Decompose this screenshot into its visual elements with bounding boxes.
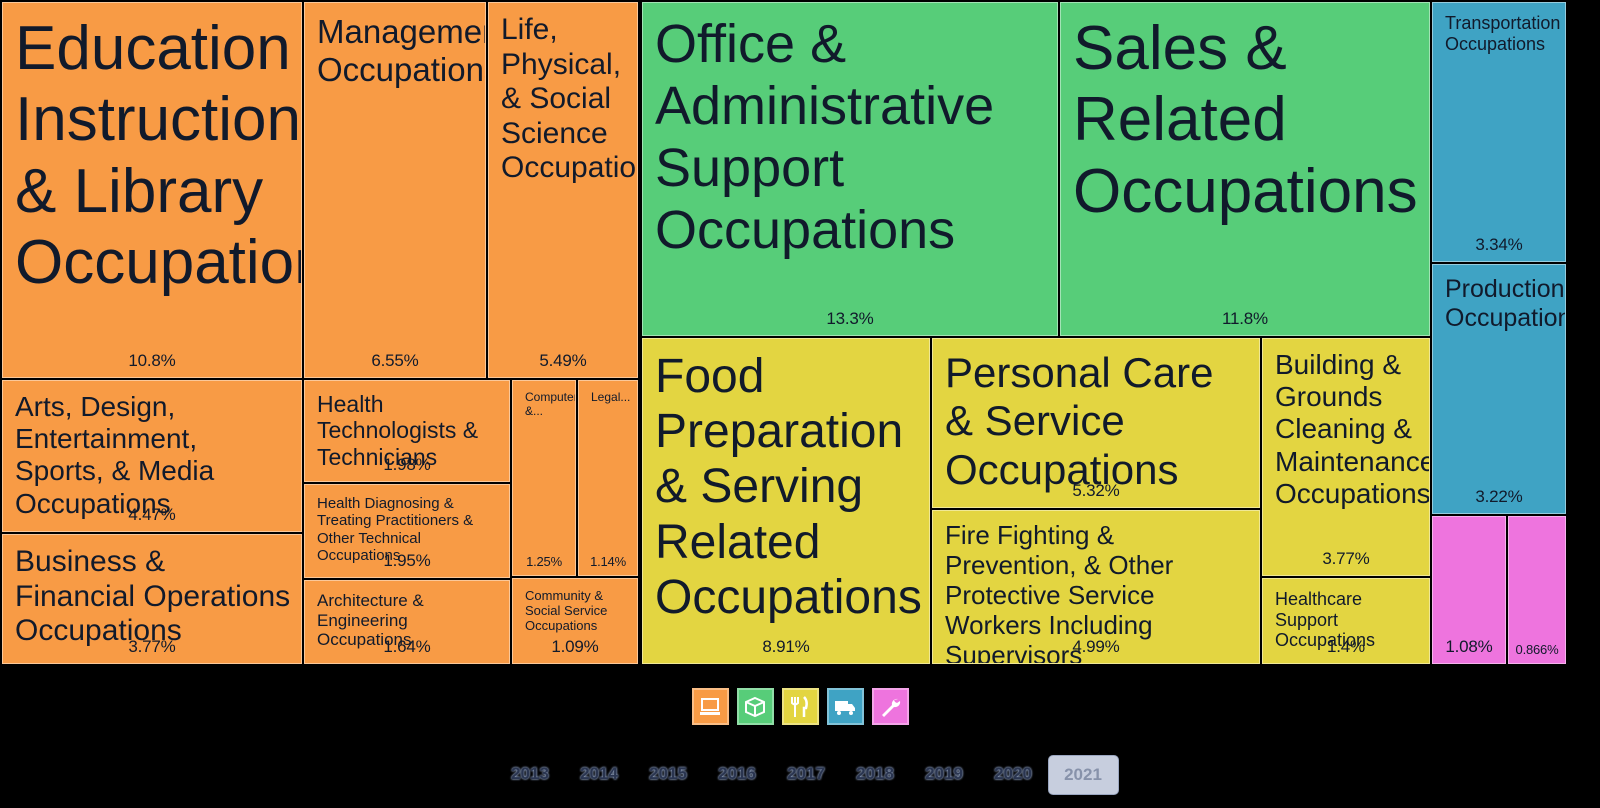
tile-label: Building & Grounds Cleaning & Maintenanc… <box>1275 349 1430 509</box>
tile-label: Production Occupations <box>1445 275 1565 332</box>
treemap: Education Instruction, & Library Occupat… <box>2 2 1566 664</box>
tile-label: Business & Financial Operations Occupati… <box>15 545 291 647</box>
tile-label: Personal Care & Service Occupations <box>945 349 1214 493</box>
tile-percentage: 1.64% <box>383 637 431 656</box>
tile-percentage: 11.8% <box>1222 309 1268 328</box>
treemap-tile[interactable]: Production Occupations 3.22% <box>1432 264 1566 514</box>
treemap-tile[interactable]: Building & Grounds Cleaning & Maintenanc… <box>1262 338 1430 576</box>
tile-percentage: 3.34% <box>1475 235 1523 254</box>
tile-percentage: 1.09% <box>551 637 599 656</box>
tile-label: Health Diagnosing & Treating Practitione… <box>317 495 474 564</box>
truck-icon <box>835 700 855 715</box>
box-icon <box>745 696 765 717</box>
tile-percentage: 6.55% <box>371 351 419 370</box>
legend-computer-swatch[interactable] <box>691 688 729 725</box>
tile-percentage: 3.77% <box>128 637 176 656</box>
tile-label: Computer &... <box>525 390 576 418</box>
treemap-tile[interactable]: Food Preparation & Serving Related Occup… <box>642 338 930 664</box>
treemap-tile[interactable]: Architecture & Engineering Occupations 1.… <box>304 580 510 664</box>
tile-label: Office & Administrative Support Occupati… <box>655 14 995 261</box>
year-button[interactable]: 2015 <box>649 764 687 783</box>
wrench-icon <box>882 698 901 717</box>
treemap-tile[interactable]: Community & Social Service Occupations 1.… <box>512 578 638 664</box>
tile-label: Arts, Design, Entertainment, Sports, & M… <box>15 391 215 519</box>
treemap-tile[interactable]: Fire Fighting & Prevention, & Other Prot… <box>932 510 1260 664</box>
tile-percentage: 1.95% <box>383 551 431 570</box>
treemap-tile[interactable]: Health Diagnosing & Treating Practitione… <box>304 484 510 578</box>
category-legend <box>0 688 1600 728</box>
legend-utensils-swatch[interactable] <box>781 688 819 725</box>
treemap-tile[interactable]: Office & Administrative Support Occupati… <box>642 2 1058 336</box>
tile-percentage: 1.08% <box>1445 637 1493 656</box>
tile-label: Education Instruction, & Library Occupat… <box>15 14 302 297</box>
year-button[interactable]: 2019 <box>925 764 963 783</box>
tile-percentage: 1.25% <box>526 554 562 569</box>
year-button[interactable]: 2018 <box>856 764 894 783</box>
tile-percentage: 1.4% <box>1327 637 1365 656</box>
tile-percentage: 0.866% <box>1515 642 1559 657</box>
tile-percentage: 3.22% <box>1475 487 1523 506</box>
year-button[interactable]: 2016 <box>718 764 756 783</box>
computer-icon <box>700 697 720 715</box>
tile-label: Transportation Occupations <box>1445 13 1561 54</box>
year-button[interactable]: 2014 <box>580 764 618 783</box>
treemap-tile[interactable]: Education Instruction, & Library Occupat… <box>2 2 302 378</box>
year-button[interactable]: 2017 <box>787 764 825 783</box>
tile-percentage: 3.77% <box>1322 549 1370 568</box>
tile-label: Health Technologists & Technicians <box>317 391 479 470</box>
treemap-tile[interactable]: Life, Physical, & Social Science Occupat… <box>488 2 638 378</box>
tile-percentage: 5.32% <box>1072 481 1120 500</box>
tile-percentage: 4.99% <box>1072 637 1120 656</box>
tile-label: Life, Physical, & Social Science Occupat… <box>501 13 637 184</box>
tile-percentage: 4.47% <box>128 505 176 524</box>
treemap-tile[interactable]: 1.08% <box>1432 516 1506 664</box>
tile-percentage: 10.8% <box>128 351 176 370</box>
tile-percentage: 1.98% <box>383 455 431 474</box>
treemap-tile[interactable]: Healthcare Support Occupations 1.4% <box>1262 578 1430 664</box>
tile-label: Fire Fighting & Prevention, & Other Prot… <box>945 520 1174 664</box>
year-selector: 2013 2014 2015 2016 2017 2018 2019 2020 2021 <box>0 755 1600 795</box>
tile-percentage: 13.3% <box>826 309 874 328</box>
tile-label: Management Occupations <box>317 13 486 88</box>
treemap-tile[interactable]: Arts, Design, Entertainment, Sports, & M… <box>2 380 302 532</box>
treemap-tile[interactable]: Personal Care & Service Occupations 5.32% <box>932 338 1260 508</box>
tile-percentage: 8.91% <box>762 637 810 656</box>
year-button[interactable]: 2021 <box>1047 755 1119 795</box>
utensils-icon <box>791 695 808 717</box>
tile-label: Community & Social Service Occupations <box>525 588 608 633</box>
treemap-tile[interactable]: Health Technologists & Technicians 1.98% <box>304 380 510 482</box>
tile-label: Healthcare Support Occupations <box>1275 589 1376 651</box>
treemap-tile[interactable]: Transportation Occupations 3.34% <box>1432 2 1566 262</box>
year-button[interactable]: 2020 <box>994 764 1032 783</box>
legend-wrench-swatch[interactable] <box>871 688 909 725</box>
legend-truck-swatch[interactable] <box>826 688 864 725</box>
tile-label: Legal... <box>591 390 631 404</box>
tile-label: Sales & Related Occupations <box>1073 14 1418 226</box>
treemap-tile[interactable]: Legal... 1.14% <box>578 380 638 576</box>
treemap-tile[interactable]: 0.866% <box>1508 516 1566 664</box>
tile-percentage: 1.14% <box>590 554 626 569</box>
legend-box-swatch[interactable] <box>736 688 774 725</box>
tile-label: Food Preparation & Serving Related Occup… <box>655 350 922 624</box>
tile-label: Architecture & Engineering Occupations <box>317 591 424 650</box>
tile-percentage: 5.49% <box>539 351 587 370</box>
year-button[interactable]: 2013 <box>511 764 549 783</box>
treemap-tile[interactable]: Business & Financial Operations Occupati… <box>2 534 302 664</box>
treemap-tile[interactable]: Computer &... 1.25% <box>512 380 576 576</box>
treemap-tile[interactable]: Sales & Related Occupations 11.8% <box>1060 2 1430 336</box>
treemap-tile[interactable]: Management Occupations 6.55% <box>304 2 486 378</box>
